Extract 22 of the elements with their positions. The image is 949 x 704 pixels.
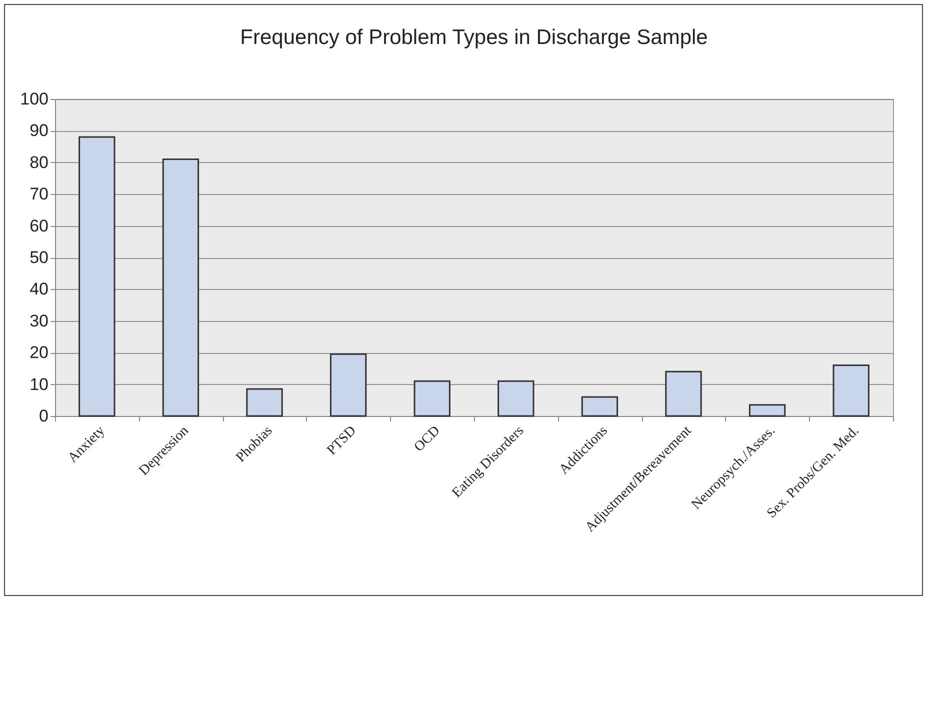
chart-title: Frequency of Problem Types in Discharge Sample [240, 26, 708, 49]
bar [748, 404, 786, 417]
bar [498, 380, 534, 417]
bar [832, 364, 870, 417]
y-tick-label: 80 [30, 152, 48, 172]
y-tick-label: 40 [30, 280, 48, 299]
y-tick-label: 30 [30, 311, 48, 330]
y-tick-label: 10 [30, 374, 48, 394]
bar [665, 370, 702, 417]
bar [162, 158, 200, 417]
bar [78, 136, 116, 417]
y-tick-label: 60 [30, 216, 48, 236]
y-tick-label: 100 [20, 90, 48, 108]
bar [246, 388, 283, 417]
bar [414, 380, 450, 417]
bar [330, 353, 367, 417]
y-tick-label: 70 [30, 184, 48, 204]
y-tick-label: 50 [30, 248, 48, 267]
y-tick-label: 0 [39, 406, 48, 426]
bar [581, 396, 618, 417]
y-tick-label: 90 [30, 121, 48, 140]
y-tick-label: 20 [30, 343, 48, 362]
